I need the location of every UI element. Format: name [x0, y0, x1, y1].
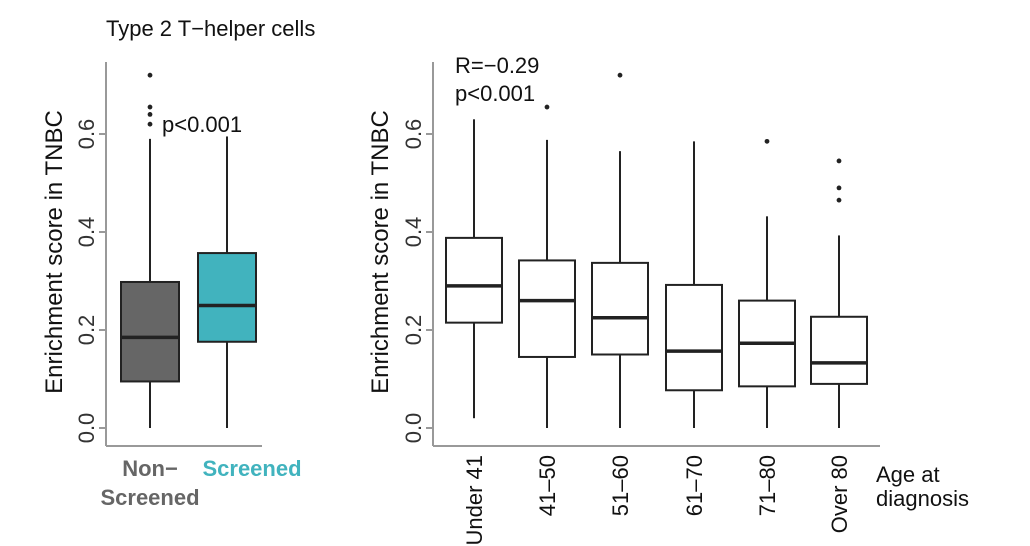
left-screened-box: [197, 136, 257, 428]
right-age-group-iqr-rect: [445, 236, 503, 324]
left-category-label: Screened: [202, 456, 301, 481]
right-category-label: Over 80: [827, 455, 852, 533]
left-boxes: [120, 72, 257, 428]
right-age-group-iqr-rect: [665, 283, 723, 392]
left-p-value-annotation: p<0.001: [162, 112, 242, 137]
right-boxes: [445, 72, 868, 428]
right-age-group-box: [518, 104, 576, 428]
left-non-screened-outlier-point: [147, 104, 153, 110]
left-y-tick-label: 0.0: [74, 413, 99, 444]
right-age-group-outlier-point: [544, 104, 550, 110]
left-non-screened-outlier-point: [147, 72, 153, 78]
right-axes: 0.0 0.2 0.4 0.6: [401, 62, 880, 447]
left-category-label: Non−: [122, 456, 178, 481]
x-axis-label-line1: Age at: [876, 462, 940, 487]
right-category-label: 51–60: [608, 455, 633, 516]
right-age-group-iqr-rect: [518, 259, 576, 358]
right-age-group-outlier-point: [836, 158, 842, 164]
right-p-annotation: p<0.001: [455, 81, 535, 106]
right-y-tick-label: 0.6: [401, 119, 426, 150]
left-category-label-line2: Screened: [100, 485, 199, 510]
right-category-label: Under 41: [462, 455, 487, 546]
right-category-labels: Under 41 41–50 51–60 61–70 71–80 Over 80: [462, 455, 852, 546]
left-axes: 0.0 0.2 0.4 0.6: [74, 62, 262, 447]
right-age-group-iqr-rect: [591, 261, 649, 356]
right-y-tick-label: 0.2: [401, 315, 426, 346]
right-age-group-box: [738, 138, 796, 428]
right-age-group-box: [591, 72, 649, 428]
right-age-group-box: [665, 141, 723, 428]
left-y-tick-label: 0.4: [74, 217, 99, 248]
right-age-group-outlier-point: [617, 72, 623, 78]
right-category-label: 41–50: [535, 455, 560, 516]
left-non-screened-outlier-point: [147, 112, 153, 117]
left-chart-panel: Type 2 T−helper cells Enrichment score i…: [41, 16, 315, 510]
right-age-group-outlier-point: [836, 185, 842, 191]
left-screened-iqr-rect: [197, 252, 257, 343]
left-non-screened-box: [120, 72, 180, 428]
x-axis-label-line2: diagnosis: [876, 486, 969, 511]
right-y-tick-label: 0.0: [401, 413, 426, 444]
left-y-tick-label: 0.2: [74, 315, 99, 346]
right-r-annotation: R=−0.29: [455, 53, 539, 78]
right-category-label: 61–70: [682, 455, 707, 516]
left-chart-title: Type 2 T−helper cells: [106, 16, 315, 41]
right-age-group-iqr-rect: [810, 315, 868, 385]
left-non-screened-outlier-point: [147, 121, 153, 127]
left-y-tick-label: 0.6: [74, 119, 99, 150]
right-category-label: 71–80: [755, 455, 780, 516]
right-age-group-outlier-point: [836, 197, 842, 203]
right-chart-panel: Enrichment score in TNBC R=−0.29 p<0.001…: [367, 53, 969, 546]
right-age-group-outlier-point: [764, 138, 770, 144]
left-non-screened-iqr-rect: [120, 280, 180, 383]
right-y-axis-label: Enrichment score in TNBC: [367, 110, 394, 394]
left-y-axis-label: Enrichment score in TNBC: [41, 110, 68, 394]
right-age-group-box: [445, 119, 503, 419]
right-age-group-box: [810, 158, 868, 428]
right-y-tick-label: 0.4: [401, 217, 426, 248]
